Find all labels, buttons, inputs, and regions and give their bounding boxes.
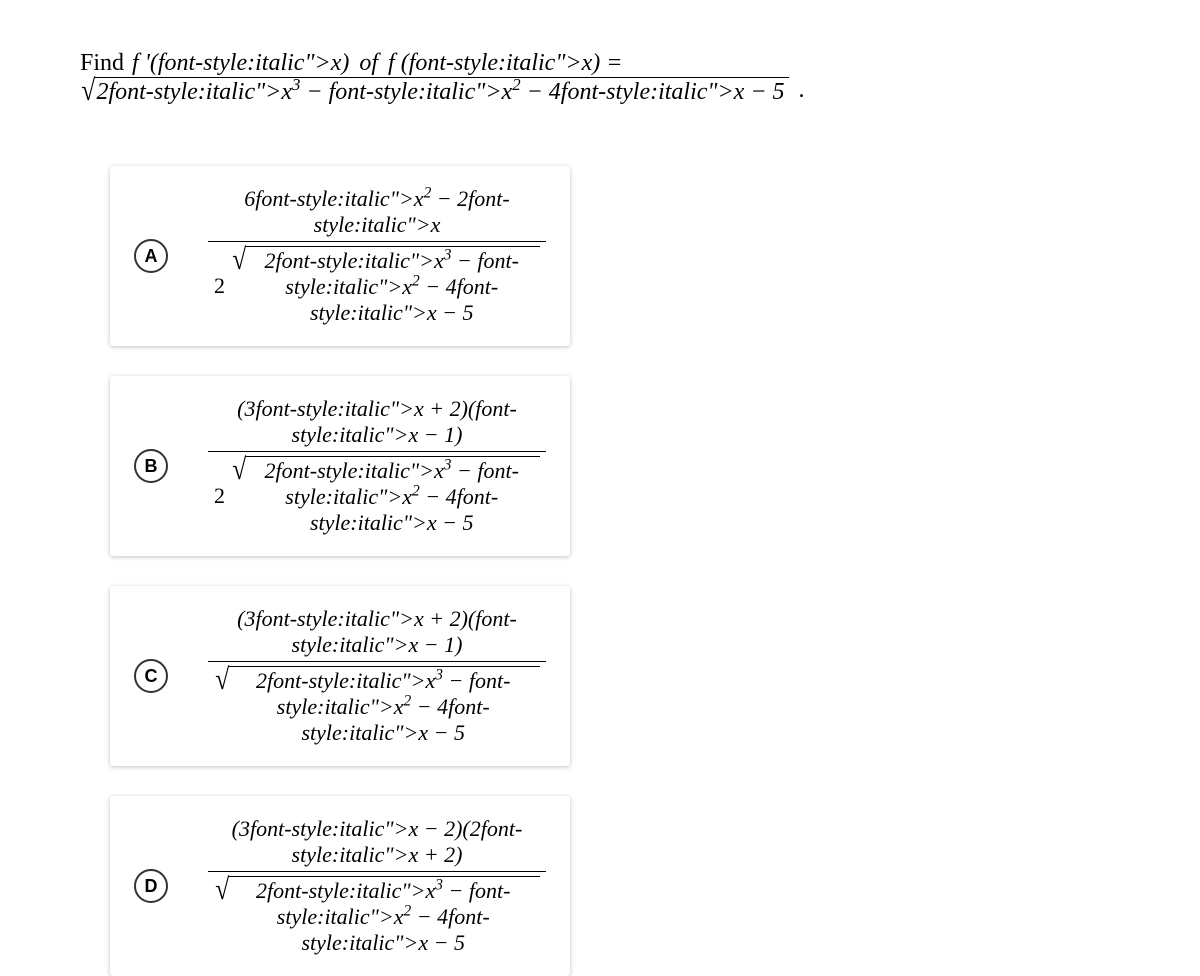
radical-symbol-icon: √ <box>232 456 246 483</box>
option-b-sqrt: √ 2font-style:italic">x3 − font-style:it… <box>231 456 540 536</box>
f-prime: f '(font-style:italic">x) <box>132 50 349 77</box>
option-b-coef: 2 <box>214 483 225 509</box>
function-lhs: f (font-style:italic">x) = <box>388 50 622 77</box>
option-a-numerator: 6font-style:italic">x2 − 2font-style:ita… <box>208 186 546 241</box>
option-d[interactable]: D (3font-style:italic">x − 2)(2font-styl… <box>110 796 570 976</box>
option-a-sqrt: √ 2font-style:italic">x3 − font-style:it… <box>231 246 540 326</box>
option-b-numerator: (3font-style:italic">x + 2)(font-style:i… <box>208 396 546 451</box>
question-prompt: Find f '(font-style:italic">x) of f (fon… <box>80 50 1120 106</box>
options-list: A 6font-style:italic">x2 − 2font-style:i… <box>110 166 1120 976</box>
option-d-sqrt: √ 2font-style:italic">x3 − font-style:it… <box>214 876 540 956</box>
of-word: of <box>359 50 378 77</box>
find-word: Find <box>80 50 124 77</box>
option-c-math: (3font-style:italic">x + 2)(font-style:i… <box>208 606 546 746</box>
option-a-math: 6font-style:italic">x2 − 2font-style:ita… <box>208 186 546 326</box>
option-b-radicand: 2font-style:italic">x3 − font-style:ital… <box>245 456 540 536</box>
option-c-sqrt: √ 2font-style:italic">x3 − font-style:it… <box>214 666 540 746</box>
question-radicand: 2font-style:italic">x3 − font-style:ital… <box>94 77 788 106</box>
radical-symbol-icon: √ <box>215 666 229 693</box>
option-a-coef: 2 <box>214 273 225 299</box>
question-period: . <box>799 77 805 106</box>
option-d-math: (3font-style:italic">x − 2)(2font-style:… <box>208 816 546 956</box>
option-c-numerator: (3font-style:italic">x + 2)(font-style:i… <box>208 606 546 661</box>
radical-symbol-icon: √ <box>232 246 246 273</box>
option-a[interactable]: A 6font-style:italic">x2 − 2font-style:i… <box>110 166 570 346</box>
option-b-math: (3font-style:italic">x + 2)(font-style:i… <box>208 396 546 536</box>
option-letter-c: C <box>134 659 168 693</box>
option-b[interactable]: B (3font-style:italic">x + 2)(font-style… <box>110 376 570 556</box>
option-letter-a: A <box>134 239 168 273</box>
option-letter-b: B <box>134 449 168 483</box>
question-sqrt: √ 2font-style:italic">x3 − font-style:it… <box>80 77 789 106</box>
option-d-radicand: 2font-style:italic">x3 − font-style:ital… <box>228 876 540 956</box>
option-d-numerator: (3font-style:italic">x − 2)(2font-style:… <box>208 816 546 871</box>
option-c[interactable]: C (3font-style:italic">x + 2)(font-style… <box>110 586 570 766</box>
option-c-radicand: 2font-style:italic">x3 − font-style:ital… <box>228 666 540 746</box>
option-a-radicand: 2font-style:italic">x3 − font-style:ital… <box>245 246 540 326</box>
radical-symbol-icon: √ <box>215 876 229 903</box>
option-letter-d: D <box>134 869 168 903</box>
radical-symbol-icon: √ <box>81 77 95 104</box>
